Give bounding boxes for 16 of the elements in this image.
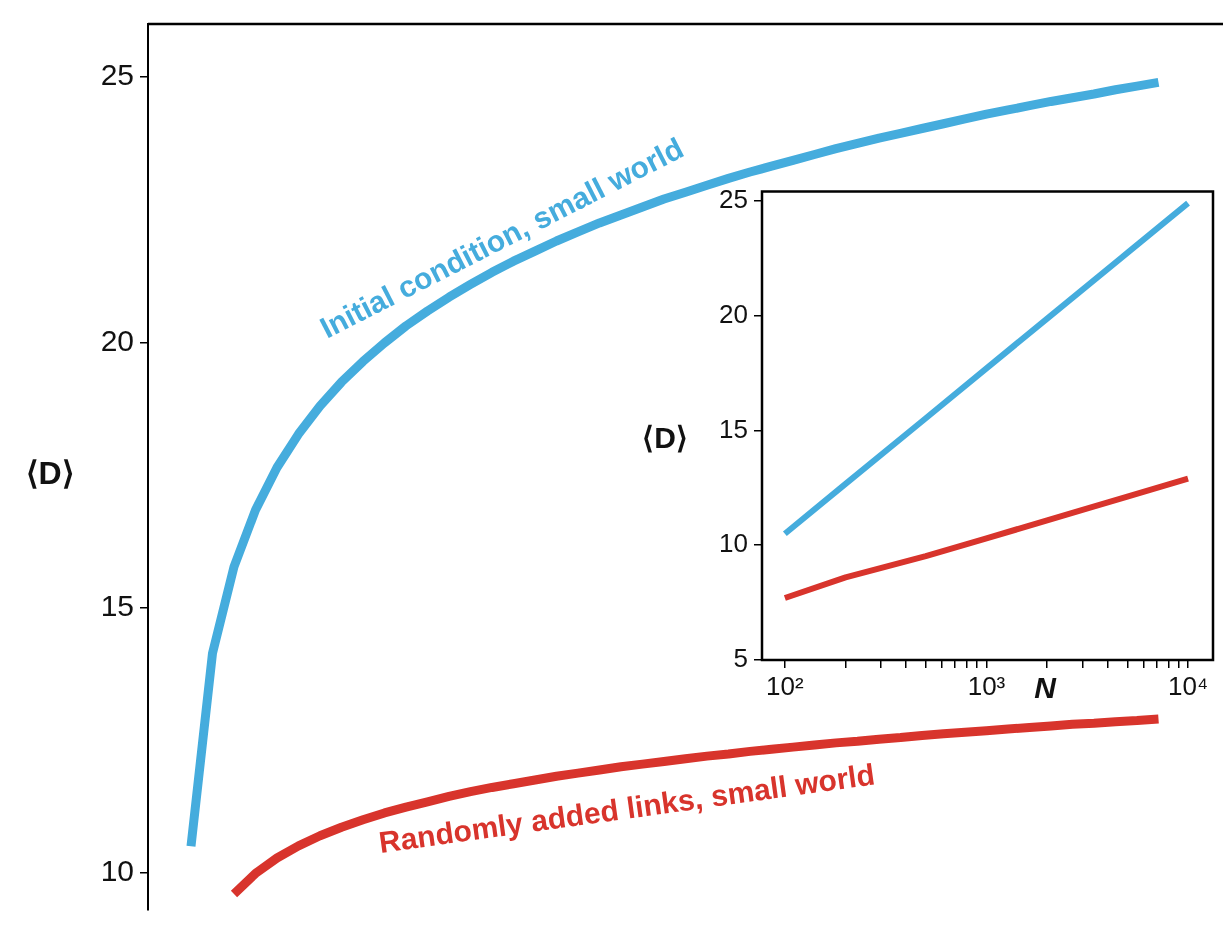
y-tick-label: 25 <box>719 183 748 214</box>
y-axis-title: ⟨D⟩ <box>642 421 688 455</box>
y-tick-label: 25 <box>100 58 134 92</box>
y-tick-label: 10 <box>719 528 748 559</box>
x-tick-label: 10⁴ <box>1167 670 1209 701</box>
y-tick-label: 20 <box>719 298 748 329</box>
y-tick-label: 5 <box>733 643 748 674</box>
y-axis-title: ⟨D⟩ <box>26 454 74 491</box>
x-tick-label: 10³ <box>967 670 1006 701</box>
y-tick-label: 15 <box>719 413 748 444</box>
y-tick-label: 15 <box>100 588 134 622</box>
y-tick-label: 20 <box>100 323 134 357</box>
y-tick-label: 10 <box>100 854 134 888</box>
text: Randomly added links, small world <box>376 757 877 859</box>
x-tick-label: 10² <box>766 670 805 701</box>
x-axis-title: N <box>1034 671 1058 705</box>
